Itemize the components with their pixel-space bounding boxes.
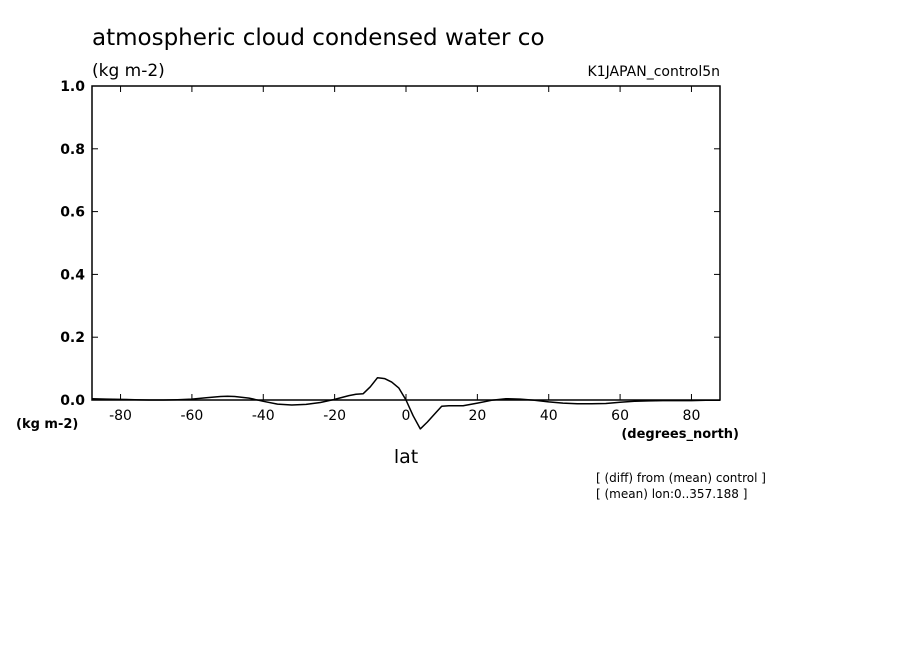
y-tick-label: 0.8 bbox=[60, 142, 85, 158]
x-tick-label: 0 bbox=[402, 408, 411, 424]
y-tick-label: 1.0 bbox=[60, 79, 85, 95]
x-tick-label: 60 bbox=[611, 408, 629, 424]
x-axis-ticks bbox=[120, 86, 692, 400]
note-diff: [ (diff) from (mean) control ] bbox=[596, 471, 766, 485]
x-tick-label: -20 bbox=[323, 408, 346, 424]
x-tick-label: -40 bbox=[252, 408, 275, 424]
x-axis-units-label: (degrees_north) bbox=[621, 427, 739, 442]
note-mean: [ (mean) lon:0..357.188 ] bbox=[596, 487, 747, 501]
series-layer bbox=[91, 376, 720, 430]
y-tick-label: 0.4 bbox=[60, 267, 85, 283]
chart-units: (kg m-2) bbox=[92, 61, 165, 81]
y-tick-label: 0.6 bbox=[60, 205, 85, 221]
x-axis-tick-labels: -80 -60 -40 -20 0 20 40 60 80 bbox=[109, 408, 700, 424]
x-tick-label: -60 bbox=[180, 408, 203, 424]
series-line bbox=[91, 376, 720, 430]
y-tick-label: 0.0 bbox=[60, 393, 85, 409]
x-tick-label: 80 bbox=[683, 408, 701, 424]
x-tick-label: -80 bbox=[109, 408, 132, 424]
x-tick-label: 40 bbox=[540, 408, 558, 424]
y-axis-ticks bbox=[92, 85, 720, 401]
chart-title: atmospheric cloud condensed water co bbox=[92, 25, 545, 51]
x-tick-label: 20 bbox=[468, 408, 486, 424]
y-axis-tick-labels: 0.0 0.2 0.4 0.6 0.8 1.0 bbox=[60, 79, 85, 409]
x-axis-label: lat bbox=[394, 446, 418, 468]
y-tick-label: 0.2 bbox=[60, 330, 85, 346]
run-label: K1JAPAN_control5n bbox=[588, 64, 720, 80]
plot-frame bbox=[91, 85, 721, 401]
y-axis-units-label: (kg m-2) bbox=[16, 417, 78, 432]
